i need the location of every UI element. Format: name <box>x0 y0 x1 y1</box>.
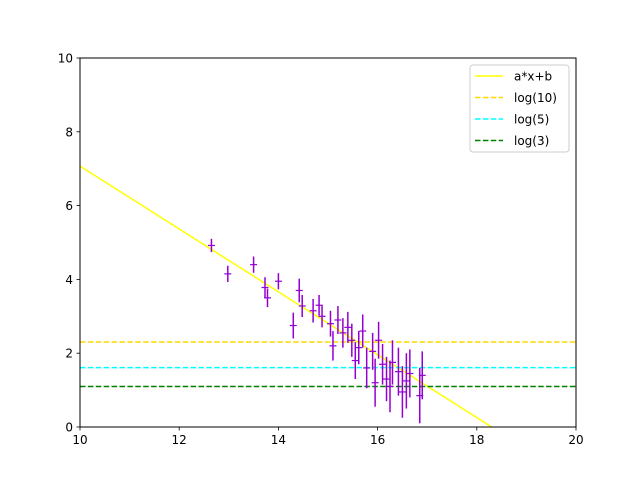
data-point <box>369 332 377 370</box>
x-tick-label: 18 <box>469 433 484 447</box>
legend-label: log(3) <box>514 134 549 148</box>
x-tick-label: 14 <box>271 433 286 447</box>
x-tick-label: 12 <box>172 433 187 447</box>
y-tick-label: 4 <box>65 273 73 287</box>
legend-label: log(10) <box>514 91 557 105</box>
data-point <box>388 340 396 385</box>
data-point <box>329 331 337 361</box>
data-point <box>309 298 317 323</box>
data-point <box>398 366 406 418</box>
fit-line <box>80 165 493 427</box>
plot-frame <box>79 57 577 428</box>
data-point <box>334 305 342 335</box>
data-point <box>318 305 326 328</box>
data-point <box>207 238 215 253</box>
data-point <box>274 273 282 290</box>
data-point <box>263 288 271 308</box>
data-point <box>261 277 269 298</box>
legend: a*x+b log(10) log(5) log(3) <box>469 64 570 153</box>
data-point <box>355 331 363 365</box>
legend-label: a*x+b <box>514 70 552 84</box>
data-point <box>250 256 258 273</box>
data-point <box>298 294 306 318</box>
data-point <box>339 318 347 348</box>
data-point <box>359 314 367 348</box>
x-tick-label: 16 <box>370 433 385 447</box>
data-point <box>351 342 359 380</box>
data-point <box>379 343 387 385</box>
data-point <box>326 310 334 337</box>
data-point <box>295 278 303 303</box>
data-point <box>386 360 394 413</box>
data-point <box>394 347 402 396</box>
data-point <box>348 323 356 357</box>
data-point <box>402 353 410 409</box>
y-tick-label: 0 <box>65 421 73 435</box>
y-tick-label: 8 <box>65 125 73 139</box>
legend-label: log(5) <box>514 113 549 127</box>
data-point <box>224 265 232 282</box>
data-point <box>289 312 297 339</box>
x-tick-label: 20 <box>568 433 583 447</box>
x-tick-label: 10 <box>72 433 87 447</box>
data-point <box>371 358 379 407</box>
y-tick-label: 6 <box>65 199 73 213</box>
data-point <box>375 321 383 359</box>
data-point <box>406 349 414 398</box>
data-point <box>383 356 391 402</box>
y-tick-label: 10 <box>58 52 73 66</box>
data-point <box>418 351 426 400</box>
data-point <box>344 311 352 343</box>
y-tick-label: 2 <box>65 347 73 361</box>
legend-box <box>469 64 570 153</box>
data-point <box>363 347 371 389</box>
